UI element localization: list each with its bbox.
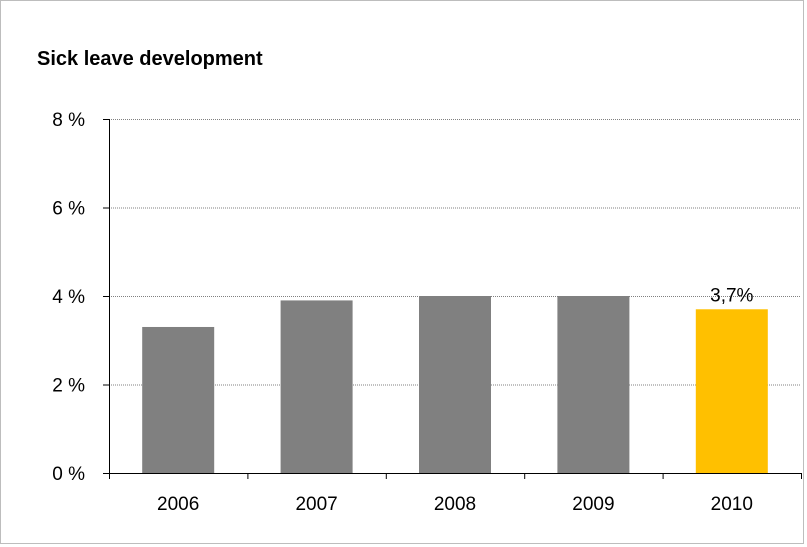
axes [103,119,802,479]
bar [280,300,353,473]
data-labels: 3,7% [710,285,753,306]
y-tick-label: 6 % [52,199,85,220]
bar [142,326,215,473]
bar [419,296,491,473]
x-tick-labels: 2006 2007 2008 2009 2010 [157,494,753,515]
bar [695,309,768,473]
x-tick-label: 2008 [434,494,476,515]
data-label: 3,7% [710,285,753,306]
y-tick-label: 8 % [52,110,85,131]
x-tick-label: 2009 [572,494,614,515]
y-tick-labels: 0 % 2 % 4 % 6 % 8 % [52,110,85,485]
y-tick-label: 4 % [52,287,85,308]
y-tick-label: 2 % [52,376,85,397]
x-tick-label: 2006 [157,494,199,515]
bars [142,296,768,473]
x-tick-label: 2010 [711,494,753,515]
x-tick-label: 2007 [295,494,337,515]
y-tick-label: 0 % [52,464,85,485]
chart-title: Sick leave development [37,48,263,70]
bar [557,296,630,473]
